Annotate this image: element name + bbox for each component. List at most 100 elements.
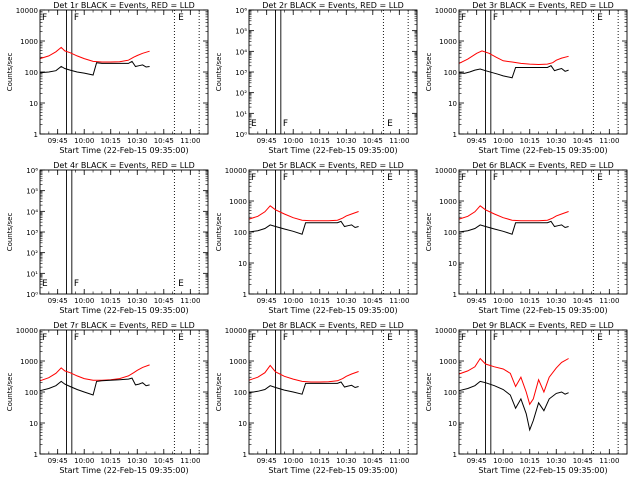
flag-marker: F [461,13,466,23]
x-tick-label: 11:00 [599,297,619,305]
y-tick-label: 100 [234,229,247,237]
y-tick-label: 1000 [439,358,457,366]
plot-frame [39,9,209,135]
y-axis-label: Counts/sec [6,53,14,92]
x-tick-label: 10:00 [283,297,303,305]
lld-series-line [39,46,150,63]
x-tick-label: 10:00 [74,297,94,305]
y-axis-label: Counts/sec [425,213,433,252]
x-tick-label: 10:30 [127,457,147,465]
panel-title: Det 5r BLACK = Events, RED = LLD [262,161,404,170]
y-tick-label: 1 [453,291,457,299]
events-series-line [458,380,569,432]
y-tick-label: 10⁵ [235,28,247,36]
panel-title: Det 7r BLACK = Events, RED = LLD [53,321,195,330]
x-tick-label: 09:45 [467,297,487,305]
flag-marker: E [597,13,603,23]
flag-marker: F [251,173,256,183]
flag-marker: F [283,173,288,183]
flag-marker: E [42,279,48,289]
panel-det-8: Det 8r BLACK = Events, RED = LLD Counts/s… [215,321,418,475]
panel-det-3: Det 3r BLACK = Events, RED = LLD Counts/s… [425,1,628,155]
flag-marker: E [178,333,184,343]
y-axis-label: Counts/sec [215,213,223,252]
y-axis-label: Counts/sec [425,53,433,92]
x-tick-label: 10:00 [74,137,94,145]
flag-marker: F [74,279,79,289]
y-tick-label: 100 [444,389,457,397]
y-tick-label: 10⁵ [26,188,38,196]
x-tick-label: 11:00 [389,457,409,465]
panel-det-2: Det 2r BLACK = Events, RED = LLD Counts/s… [215,1,418,155]
x-tick-label: 10:30 [127,137,147,145]
flag-marker: F [74,13,79,23]
flag-marker: F [283,119,288,129]
events-series-line [39,60,150,76]
x-tick-label: 10:45 [363,457,383,465]
y-tick-label: 1 [243,451,247,459]
lld-series-line [458,205,569,222]
x-tick-label: 09:45 [467,457,487,465]
x-tick-label: 10:30 [336,297,356,305]
x-tick-label: 11:00 [180,457,200,465]
y-tick-label: 1 [34,451,38,459]
flag-marker: F [461,173,466,183]
flag-marker: F [493,333,498,343]
x-tick-label: 10:00 [493,457,513,465]
y-tick-label: 1000 [229,358,247,366]
flag-marker: F [42,333,47,343]
events-series-line [458,220,569,235]
x-tick-label: 11:00 [389,137,409,145]
y-tick-label: 10³ [26,229,38,237]
y-tick-label: 10000 [435,7,457,15]
y-tick-label: 100 [25,389,38,397]
x-tick-label: 10:15 [520,457,540,465]
x-tick-label: 10:15 [310,137,330,145]
plot-frame [458,169,628,295]
x-tick-label: 09:45 [257,457,277,465]
panel-title: Det 1r BLACK = Events, RED = LLD [53,1,195,10]
flag-marker: E [387,333,393,343]
flag-marker: F [461,333,466,343]
x-tick-label: 10:00 [493,137,513,145]
flag-marker: F [283,333,288,343]
y-tick-label: 10² [235,90,247,98]
events-series-line [248,381,359,395]
x-axis-label: Start Time (22-Feb-15 09:35:00) [478,146,607,155]
y-tick-label: 10² [26,250,38,258]
plot-frame [39,329,209,455]
x-tick-label: 10:00 [74,457,94,465]
y-tick-label: 1 [453,131,457,139]
x-axis-label: Start Time (22-Feb-15 09:35:00) [478,466,607,475]
panel-det-6: Det 6r BLACK = Events, RED = LLD Counts/s… [425,161,628,315]
panel-det-7: Det 7r BLACK = Events, RED = LLD Counts/s… [6,321,209,475]
y-tick-label: 1000 [20,358,38,366]
x-tick-label: 10:30 [546,137,566,145]
y-tick-label: 10 [448,420,457,428]
x-tick-label: 10:15 [101,457,121,465]
lld-series-line [39,364,150,382]
y-tick-label: 1 [243,291,247,299]
x-tick-label: 10:45 [363,297,383,305]
y-tick-label: 10³ [235,69,247,77]
plot-frame [248,329,418,455]
x-tick-label: 10:15 [310,297,330,305]
y-tick-label: 1000 [20,38,38,46]
panel-det-1: Det 1r BLACK = Events, RED = LLD Counts/s… [6,1,209,155]
flag-marker: E [597,333,603,343]
y-tick-label: 1 [453,451,457,459]
y-tick-label: 1000 [439,38,457,46]
x-tick-label: 10:45 [154,297,174,305]
x-tick-label: 10:30 [546,297,566,305]
panel-title: Det 8r BLACK = Events, RED = LLD [262,321,404,330]
y-tick-label: 10000 [435,327,457,335]
plot-frame [458,9,628,135]
y-tick-label: 10 [29,420,38,428]
y-axis-label: Counts/sec [6,373,14,412]
plot-frame [39,169,209,295]
y-tick-label: 10000 [225,327,247,335]
x-axis-label: Start Time (22-Feb-15 09:35:00) [59,466,188,475]
y-tick-label: 10⁰ [235,131,247,139]
plot-frame [248,169,418,295]
flag-marker: F [493,173,498,183]
